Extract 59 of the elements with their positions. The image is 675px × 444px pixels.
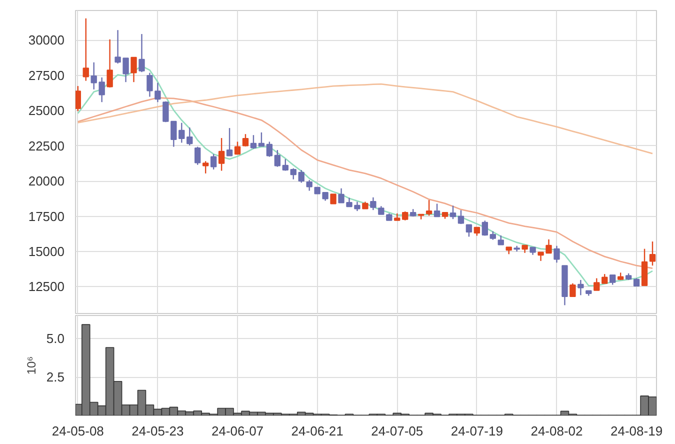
x-tick-label: 24-06-07 xyxy=(211,424,264,438)
candlestick xyxy=(610,274,616,286)
candlestick xyxy=(602,273,608,284)
y-axis-title: 10⁶ xyxy=(24,356,38,375)
y-tick-label: 27500 xyxy=(28,68,65,83)
candlestick xyxy=(186,126,193,146)
candlestick xyxy=(106,38,113,88)
candlestick xyxy=(426,199,432,216)
candlestick xyxy=(274,149,281,168)
candlestick xyxy=(370,196,376,211)
x-tick-label: 24-08-02 xyxy=(530,424,583,438)
candlestick xyxy=(306,179,312,192)
y-tick-label: 5.0 xyxy=(46,331,65,346)
x-tick-label: 24-05-08 xyxy=(52,424,104,438)
candlestick xyxy=(649,240,656,266)
candlestick xyxy=(146,72,153,98)
candlestick xyxy=(82,18,89,82)
x-tick-label: 24-06-21 xyxy=(291,424,344,438)
y-tick-label: 12500 xyxy=(28,279,65,294)
candlestick xyxy=(434,203,440,218)
candlestick xyxy=(641,248,648,286)
line-series xyxy=(77,83,654,154)
candlestick xyxy=(570,282,576,298)
candlestick xyxy=(266,141,273,158)
y-tick-label: 20000 xyxy=(28,174,65,189)
x-tick-label: 24-07-19 xyxy=(450,424,503,438)
candlestick xyxy=(498,234,504,246)
y-tick-label: 22500 xyxy=(28,138,65,154)
x-tick-label: 24-07-05 xyxy=(371,424,424,438)
x-tick-label: 24-08-19 xyxy=(610,424,663,438)
candlestick xyxy=(330,194,336,204)
y-tick-label: 15000 xyxy=(28,244,65,259)
candlestick xyxy=(242,133,249,147)
candlestick xyxy=(450,205,456,220)
candlestick xyxy=(554,245,560,264)
x-tick-label: 24-05-23 xyxy=(132,424,184,438)
candlestick xyxy=(482,220,488,236)
candlestick xyxy=(210,154,217,170)
candlestick xyxy=(458,210,464,225)
y-tick-label: 17500 xyxy=(28,208,65,224)
candlestick xyxy=(76,85,81,112)
y-tick-label: 2.5 xyxy=(46,370,65,385)
y-tick-label: 30000 xyxy=(28,32,65,48)
candlestick xyxy=(290,168,296,180)
candlestick xyxy=(218,137,225,172)
candlestick xyxy=(466,224,472,238)
candlestick xyxy=(594,278,600,291)
candlestick xyxy=(578,279,584,296)
y-tick-label: 25000 xyxy=(28,103,65,118)
candlestick xyxy=(226,127,233,156)
candlestick xyxy=(138,33,145,73)
candlestick xyxy=(154,82,161,103)
candlestick xyxy=(130,56,137,83)
candlestick xyxy=(234,141,241,155)
candlestick xyxy=(194,146,201,166)
candlestick xyxy=(250,134,257,150)
candlestick xyxy=(298,169,304,184)
candlestick xyxy=(258,132,265,147)
candlestick xyxy=(202,160,209,174)
